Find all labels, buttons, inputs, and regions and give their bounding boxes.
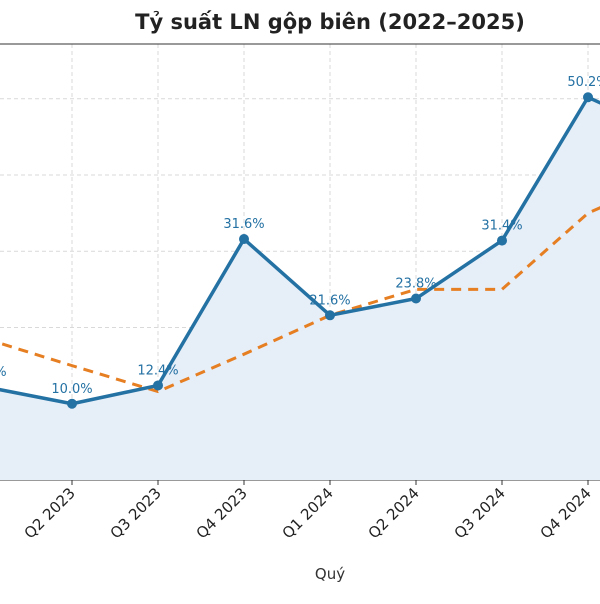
x-tick-label: Q2 2024 [365,484,423,542]
data-label: 31.6% [223,217,264,232]
chart-title: Tỷ suất LN gộp biên (2022–2025) [135,10,525,34]
data-point [239,234,249,245]
data-label: 12.2% [0,365,7,380]
x-tick-label: Q4 2024 [537,484,595,542]
data-label: 10.0% [51,382,92,397]
data-label: 50.2% [567,75,600,90]
x-tick-label: Q4 2023 [193,484,251,542]
data-label: 31.4% [481,219,522,234]
data-point [153,380,163,391]
x-axis-label: Quý [314,565,346,583]
data-point [583,92,593,103]
x-tick-label: Q3 2024 [451,484,509,542]
data-point [67,398,77,409]
data-label: 23.8% [395,277,436,292]
x-tick-label: Q3 2023 [107,484,165,542]
series-area-fill [0,97,600,480]
x-tick-label: Q1 2024 [279,484,337,542]
series-line-dashed [0,206,600,394]
x-tick-label: Q2 2023 [21,484,79,542]
data-point [497,235,507,246]
data-point [325,310,335,321]
data-label: 21.6% [309,293,350,308]
data-point [411,293,421,304]
data-label: 12.4% [137,363,178,378]
